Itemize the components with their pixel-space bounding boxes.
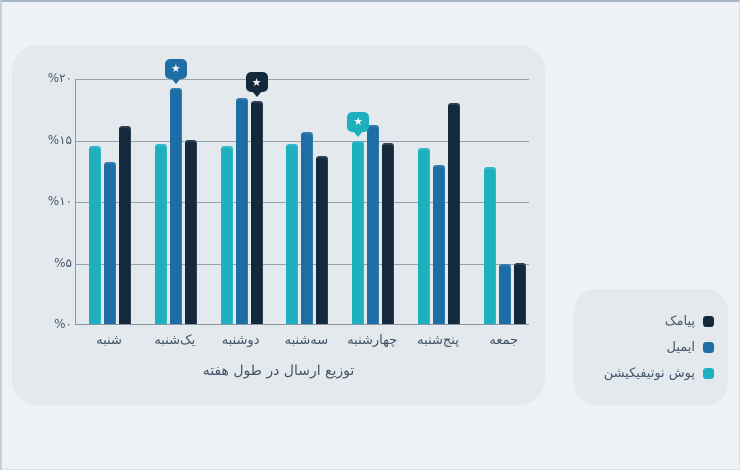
bar-0-4[interactable]	[352, 140, 365, 324]
y-axis-label: %۲۰	[47, 71, 72, 85]
x-axis-label: چهارشنبه	[347, 333, 398, 348]
bar-2-2[interactable]	[250, 101, 263, 324]
x-axis-label: سه‌شنبه	[284, 333, 329, 348]
bar-0-0[interactable]	[89, 145, 101, 324]
bar-1-0[interactable]	[104, 161, 116, 324]
star-icon: ★	[353, 115, 364, 129]
legend-label: ایمیل	[666, 339, 695, 355]
badge-pointer	[251, 91, 262, 98]
gridline	[76, 79, 529, 80]
legend: پیامک ایمیل پوش نوتیفیکیشن	[574, 289, 728, 405]
star-icon: ★	[251, 75, 262, 89]
bar-2-0[interactable]	[119, 125, 131, 324]
bar-2-5[interactable]	[448, 102, 460, 324]
bar-2-1[interactable]	[184, 139, 197, 324]
bar-1-3[interactable]	[301, 132, 314, 324]
bar-0-5[interactable]	[418, 148, 430, 324]
x-axis-label: جمعه	[489, 333, 519, 348]
badge-pointer	[170, 77, 181, 84]
legend-label: پیامک	[664, 313, 695, 329]
legend-label: پوش نوتیفیکیشن	[603, 365, 695, 381]
bar-1-4[interactable]	[367, 124, 380, 324]
legend-swatch	[703, 315, 714, 327]
bar-0-1[interactable]	[154, 144, 167, 324]
legend-item-2[interactable]: پوش نوتیفیکیشن	[604, 366, 714, 381]
bar-0-6[interactable]	[483, 166, 496, 324]
star-badge: ★	[245, 72, 268, 98]
bar-1-2[interactable]	[235, 97, 248, 324]
bar-1-5[interactable]	[433, 165, 445, 324]
star-badge: ★	[164, 58, 187, 84]
bar-1-1[interactable]	[169, 87, 182, 324]
legend-swatch	[703, 367, 714, 379]
bar-0-2[interactable]	[220, 145, 233, 324]
legend-item-1[interactable]: ایمیل	[666, 340, 714, 355]
chart-card: %۲۰ %۱۵ %۱۰ %۵ %۰ ★ ★ ★ شنبه یک‌شنبه دوشنبه سه‌شن…	[12, 45, 545, 405]
bar-2-3[interactable]	[316, 155, 329, 324]
x-axis-label: یک‌شنبه	[154, 333, 196, 348]
star-badge: ★	[347, 111, 370, 137]
x-axis-label: شنبه	[96, 333, 122, 348]
bar-2-6[interactable]	[513, 262, 526, 324]
y-axis-label: %۱۵	[47, 132, 72, 147]
y-axis-label: %۰	[54, 317, 72, 331]
badge-pointer	[353, 130, 364, 137]
legend-item-0[interactable]: پیامک	[665, 314, 714, 329]
bar-1-6[interactable]	[498, 263, 511, 324]
star-icon: ★	[170, 62, 181, 76]
bar-0-3[interactable]	[286, 144, 299, 324]
x-axis-label: دوشنبه	[221, 333, 260, 348]
y-axis-label: %۱۰	[47, 194, 72, 208]
x-axis-label: پنج‌شنبه	[417, 333, 459, 348]
y-axis-label: %۵	[54, 255, 72, 270]
bar-2-4[interactable]	[382, 143, 395, 324]
plot-area: ★ ★ ★	[75, 58, 529, 325]
chart-title: توزیع ارسال در طول هفته	[202, 363, 355, 379]
legend-swatch	[703, 341, 714, 353]
